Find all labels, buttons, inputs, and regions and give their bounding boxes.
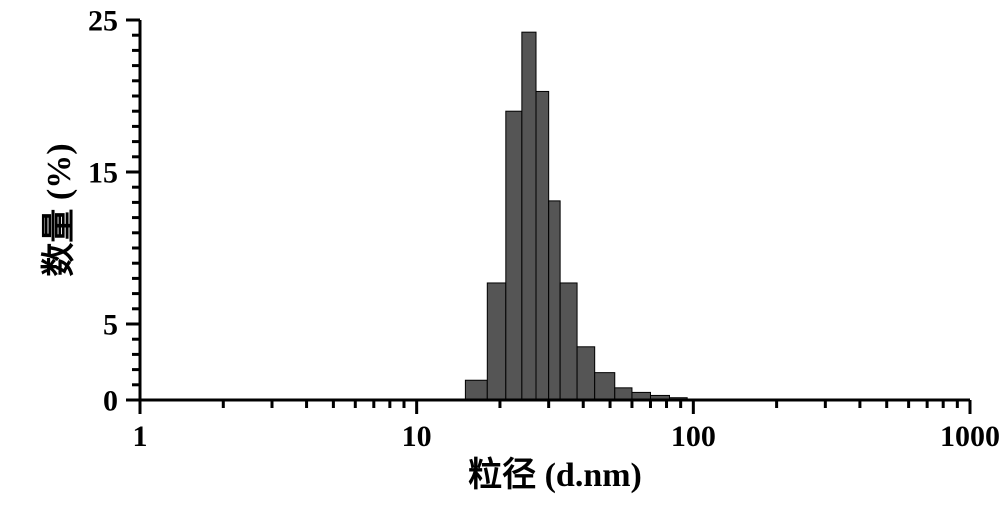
- histogram-bar: [522, 32, 536, 400]
- histogram-bar: [615, 388, 632, 400]
- x-tick-label: 100: [671, 420, 716, 453]
- histogram-bar: [577, 347, 595, 400]
- y-tick-label: 5: [103, 309, 118, 342]
- histogram-bar: [487, 283, 506, 400]
- x-tick-label: 1: [133, 420, 148, 453]
- histogram-bar: [549, 201, 560, 400]
- y-tick-label: 15: [88, 157, 118, 190]
- y-tick-label: 0: [103, 385, 118, 418]
- histogram-bar: [595, 373, 615, 400]
- x-tick-label: 10: [402, 420, 432, 453]
- x-axis-label: 粒径 (d.nm): [468, 456, 642, 494]
- histogram-bar: [465, 380, 487, 400]
- histogram-svg: 1 10 100 1000 0 5 15 25 粒径 (d.nm) 数量 (%): [0, 0, 1000, 513]
- histogram-bar: [536, 91, 549, 400]
- y-axis-label: 数量 (%): [40, 143, 78, 276]
- x-tick-label: 1000: [940, 420, 1000, 453]
- y-tick-label: 25: [88, 5, 118, 38]
- histogram-container: 1 10 100 1000 0 5 15 25 粒径 (d.nm) 数量 (%): [0, 0, 1000, 513]
- histogram-bar: [506, 111, 522, 400]
- histogram-bar: [560, 283, 577, 400]
